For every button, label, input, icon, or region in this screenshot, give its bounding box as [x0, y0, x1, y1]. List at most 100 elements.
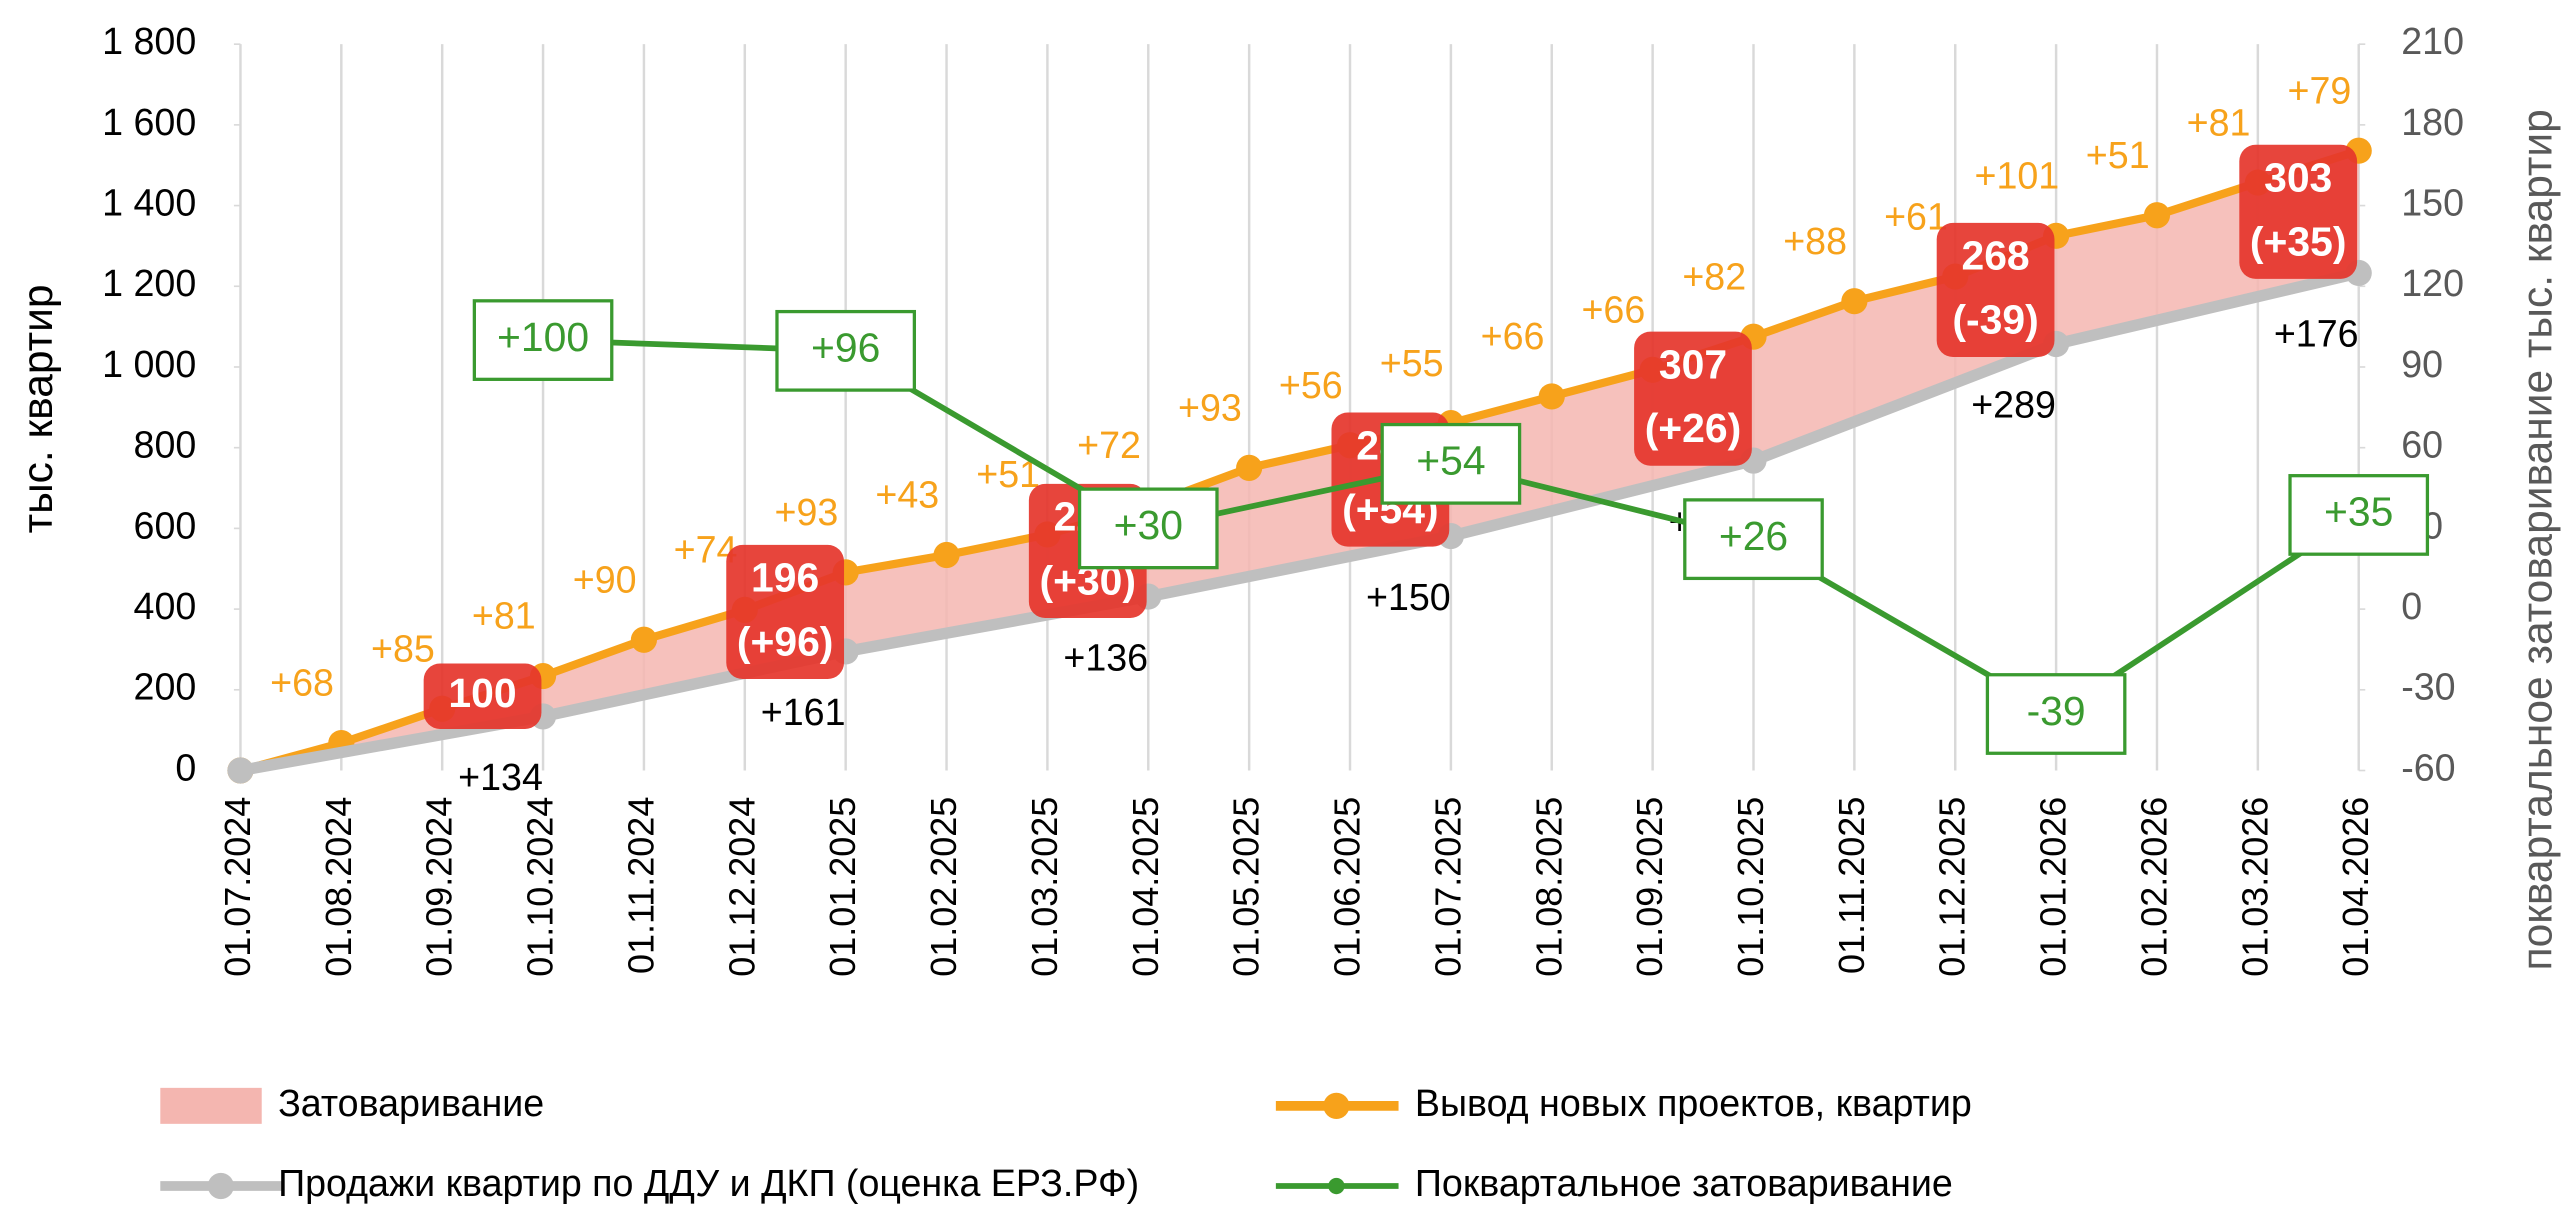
data-label: +136 [1063, 636, 1148, 678]
data-label: +61 [1884, 195, 1948, 237]
y-tick-label: 1 400 [102, 182, 196, 224]
y-axis-label: тыс. квартир [14, 285, 62, 534]
data-label: +72 [1077, 424, 1141, 466]
x-tick-label: 01.07.2024 [217, 797, 258, 977]
stock-label: 100 [448, 670, 516, 716]
y2-tick-label: -60 [2401, 746, 2455, 788]
y2-tick-label: 150 [2401, 182, 2464, 224]
x-tick-label: 01.01.2026 [2033, 797, 2074, 977]
data-label: +79 [2288, 69, 2352, 111]
y2-axis-label: поквартальное затоваривание тыс. квартир [2514, 109, 2562, 970]
data-label: +54 [1416, 438, 1485, 484]
data-label-box [1077, 487, 1219, 570]
data-label: +176 [2274, 313, 2359, 355]
data-label-box [2288, 474, 2430, 556]
x-tick-label: 01.11.2025 [1831, 797, 1872, 974]
legend-label: Вывод новых проектов, квартир [1415, 1082, 1972, 1124]
legend-label: Затоваривание [278, 1082, 544, 1124]
stock-label-box [2239, 144, 2358, 279]
x-tick-label: 01.02.2026 [2133, 797, 2174, 977]
data-label: +35 [2324, 489, 2393, 535]
x-tick-label: 01.09.2025 [1629, 797, 1670, 977]
series-marker [227, 757, 254, 784]
data-label: +150 [1366, 576, 1451, 618]
data-label-box [1683, 498, 1824, 581]
data-label: +81 [2187, 101, 2251, 143]
data-label: +100 [497, 314, 589, 360]
data-label: -39 [2027, 688, 2086, 734]
data-label-box [472, 299, 614, 381]
legend-label: Поквартальное затоваривание [1415, 1162, 1953, 1204]
y-tick-label: 0 [175, 746, 196, 788]
data-label: +26 [1719, 513, 1788, 559]
data-label: +90 [573, 558, 637, 600]
data-label: +82 [1682, 255, 1746, 297]
data-label: +96 [811, 325, 880, 371]
x-tick-label: 01.04.2026 [2335, 797, 2376, 977]
data-label: +161 [761, 691, 846, 733]
x-tick-label: 01.08.2025 [1528, 797, 1569, 977]
stock-change-label: (+35) [2250, 218, 2347, 264]
y2-tick-label: 180 [2401, 101, 2464, 143]
y-tick-label: 200 [134, 666, 197, 708]
x-tick-label: 01.06.2025 [1327, 797, 1368, 977]
series-marker [933, 541, 960, 569]
data-label-box [1380, 422, 1522, 505]
data-label: +68 [270, 662, 334, 704]
stock-label-box [1634, 331, 1752, 466]
y-tick-label: 1 200 [102, 262, 196, 304]
x-tick-label: 01.05.2025 [1226, 797, 1267, 977]
legend-swatch [1328, 1177, 1345, 1195]
y-tick-label: 1 600 [102, 101, 196, 143]
x-tick-label: 01.09.2024 [419, 797, 460, 977]
data-label: +66 [1481, 315, 1545, 357]
data-label: +43 [875, 474, 939, 516]
series-marker [630, 626, 658, 653]
y2-tick-label: 0 [2401, 585, 2422, 627]
data-label: +30 [1114, 502, 1183, 548]
y-tick-label: 400 [134, 585, 197, 627]
x-tick-label: 01.11.2024 [620, 797, 661, 974]
x-tick-label: 01.08.2024 [318, 797, 359, 977]
x-tick-label: 01.12.2025 [1932, 797, 1973, 977]
data-label: +85 [371, 627, 435, 669]
y-tick-label: 1 800 [102, 20, 196, 62]
y2-tick-label: 90 [2401, 343, 2443, 385]
x-tick-label: 01.10.2025 [1730, 797, 1771, 977]
y2-tick-label: 60 [2401, 424, 2443, 466]
x-tick-label: 01.04.2025 [1125, 797, 1166, 977]
data-label: +289 [1971, 384, 2056, 426]
data-label: +93 [1178, 387, 1242, 429]
stock-label: 196 [751, 555, 819, 601]
stock-label: 268 [1961, 233, 2029, 279]
y2-tick-label: 210 [2401, 20, 2464, 62]
data-label: +81 [472, 595, 536, 637]
x-tick-label: 01.10.2024 [520, 797, 561, 977]
x-tick-label: 01.03.2026 [2234, 797, 2275, 977]
x-tick-label: 01.07.2025 [1427, 797, 1468, 977]
series-marker [1841, 288, 1868, 315]
data-label: +51 [2086, 134, 2150, 176]
data-label: +134 [458, 756, 543, 798]
series-line [239, 267, 2361, 777]
x-tick-label: 01.02.2025 [923, 797, 964, 977]
data-label: +56 [1279, 364, 1343, 406]
legend-swatch [1323, 1092, 1350, 1119]
stock-change-label: (-39) [1952, 296, 2038, 342]
data-label: +101 [1974, 155, 2059, 197]
data-label: +88 [1783, 220, 1847, 262]
series-marker [2143, 202, 2171, 229]
stock-change-label: (+26) [1645, 405, 1742, 451]
data-label-box [775, 309, 917, 392]
x-tick-label: 01.01.2025 [822, 797, 863, 977]
stock-label-box [1936, 222, 2055, 357]
stock-label: 303 [2264, 155, 2332, 201]
stock-label: 307 [1659, 341, 1727, 387]
series-marker [1538, 383, 1565, 410]
data-label: +66 [1581, 288, 1645, 330]
y-tick-label: 1 000 [102, 343, 196, 385]
x-tick-label: 01.12.2024 [721, 797, 762, 977]
legend-label: Продажи квартир по ДДУ и ДКП (оценка ЕРЗ… [278, 1162, 1139, 1204]
y-tick-label: 600 [134, 504, 197, 546]
